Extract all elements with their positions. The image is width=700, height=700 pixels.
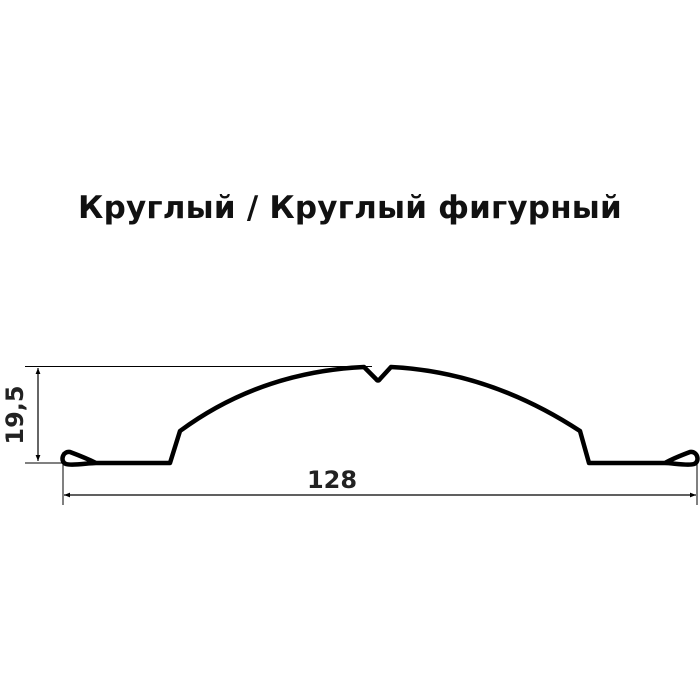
fence-profile-outline	[60, 364, 700, 467]
width-label: 128	[307, 466, 357, 494]
diagram-title: Круглый / Круглый фигурный	[78, 190, 622, 226]
width-dimension: 128	[62, 452, 698, 505]
height-dimension: 19,5	[1, 366, 372, 464]
height-label: 19,5	[1, 385, 29, 444]
